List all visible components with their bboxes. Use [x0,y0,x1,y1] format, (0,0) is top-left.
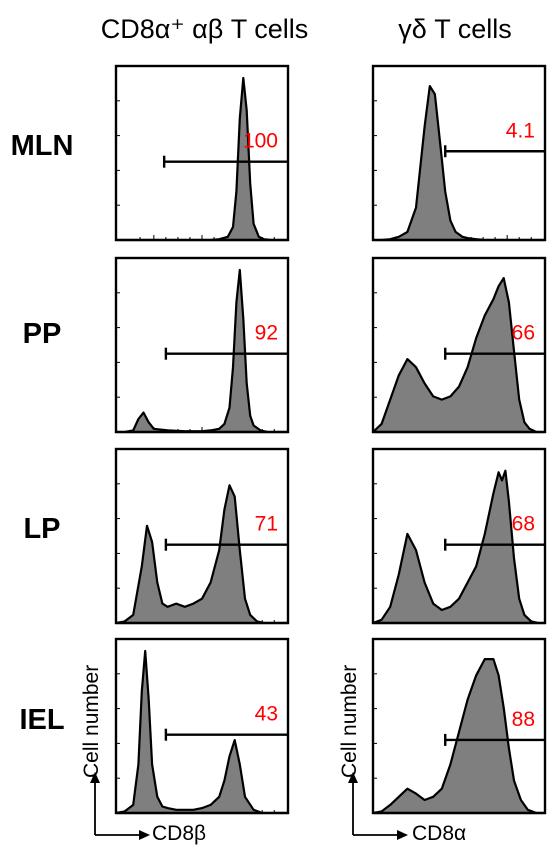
plot-frame [371,64,547,242]
histogram-ab-pp: 92 [114,256,290,434]
row-label-pp: PP [22,318,62,350]
plot-frame [371,637,547,815]
histogram-gd-pp: 66 [371,256,547,434]
gate-percentage: 92 [255,322,278,345]
histogram-area [371,277,547,434]
histogram-area [114,268,290,434]
gate-percentage: 66 [512,322,535,345]
row-label-lp: LP [23,513,61,545]
row-label-iel: IEL [19,704,65,736]
plot-frame [114,447,290,625]
gate-percentage: 100 [243,130,278,153]
plot-frame [371,447,547,625]
histogram-gd-mln: 4.1 [371,64,547,242]
histogram-area [114,484,290,625]
histogram-ab-mln: 100 [114,64,290,242]
gate-percentage: 43 [255,703,278,726]
histogram-ab-iel: 43 [114,637,290,815]
histogram-area [114,649,290,815]
plot-frame [114,64,290,242]
histogram-area [114,76,290,242]
column-title-ab: CD8α⁺ αβ T cells [100,14,309,44]
y-axis-label-gd: Cell number [338,664,361,778]
axis-arrows-gd [348,772,408,840]
gate-percentage: 71 [255,513,278,536]
x-axis-label-gd: CD8α [412,822,467,845]
histogram-gd-lp: 68 [371,447,547,625]
row-label-mln: MLN [10,130,74,162]
column-title-gd: γδ T cells [398,14,512,44]
histogram-gd-iel: 88 [371,637,547,815]
histogram-area [371,469,547,625]
axis-arrows-ab [90,772,150,840]
plot-frame [114,637,290,815]
histogram-area [371,658,547,815]
histogram-ab-lp: 71 [114,447,290,625]
x-axis-label-ab: CD8β [152,822,207,845]
y-axis-label-ab: Cell number [80,664,103,778]
plot-frame [371,256,547,434]
plot-frame [114,256,290,434]
gate-percentage: 4.1 [506,119,535,142]
gate-percentage: 68 [512,513,535,536]
histogram-area [371,85,547,242]
gate-percentage: 88 [512,708,535,731]
